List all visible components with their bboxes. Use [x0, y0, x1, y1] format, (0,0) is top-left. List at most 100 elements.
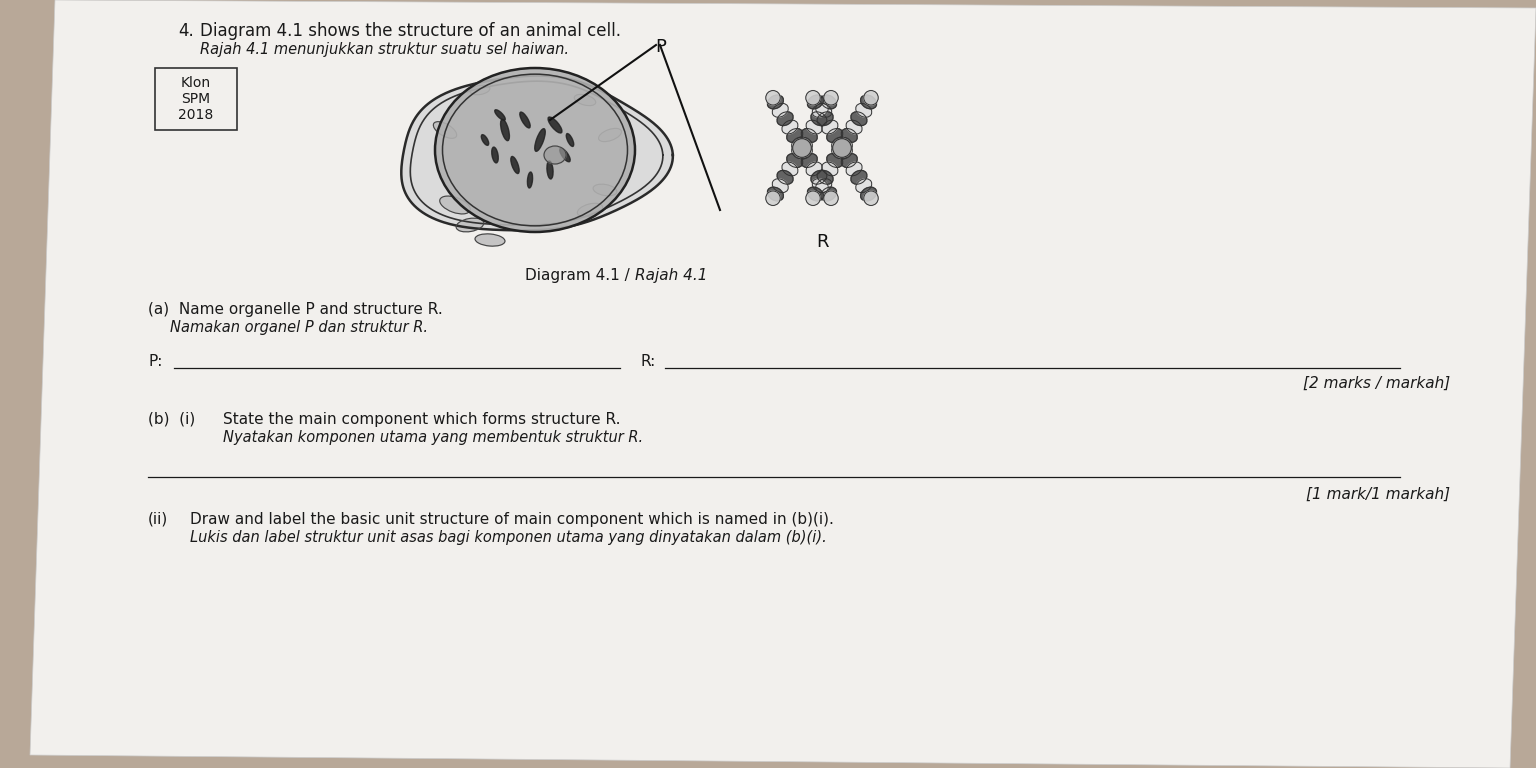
Ellipse shape: [802, 128, 817, 142]
Ellipse shape: [842, 128, 857, 142]
Bar: [155, 68, 237, 130]
Ellipse shape: [777, 170, 793, 184]
Ellipse shape: [791, 145, 808, 159]
Ellipse shape: [567, 134, 574, 147]
Text: [2 marks / markah]: [2 marks / markah]: [1303, 376, 1450, 391]
Ellipse shape: [766, 91, 780, 105]
Ellipse shape: [806, 162, 822, 176]
Text: Rajah 4.1: Rajah 4.1: [634, 268, 708, 283]
Ellipse shape: [796, 137, 813, 151]
Ellipse shape: [820, 95, 837, 109]
Text: Klon: Klon: [181, 76, 210, 90]
Ellipse shape: [811, 170, 826, 184]
Ellipse shape: [439, 196, 470, 214]
Ellipse shape: [846, 120, 862, 134]
Text: R: R: [816, 233, 828, 251]
Ellipse shape: [519, 112, 530, 128]
Text: State the main component which forms structure R.: State the main component which forms str…: [223, 412, 621, 427]
Ellipse shape: [773, 104, 788, 118]
Text: Lukis dan label struktur unit asas bagi komponen utama yang dinyatakan dalam (b): Lukis dan label struktur unit asas bagi …: [190, 530, 826, 545]
Text: P:: P:: [147, 354, 163, 369]
Ellipse shape: [856, 104, 872, 118]
Text: (b)  (i): (b) (i): [147, 412, 195, 427]
Ellipse shape: [511, 157, 519, 174]
Ellipse shape: [808, 95, 823, 109]
Text: Namakan organel P dan struktur R.: Namakan organel P dan struktur R.: [170, 320, 429, 335]
Ellipse shape: [822, 162, 839, 176]
Ellipse shape: [593, 184, 617, 196]
Ellipse shape: [578, 204, 602, 217]
Ellipse shape: [856, 179, 872, 193]
Ellipse shape: [470, 85, 490, 94]
Ellipse shape: [837, 137, 852, 151]
Ellipse shape: [833, 139, 851, 157]
Ellipse shape: [559, 148, 570, 162]
Ellipse shape: [831, 137, 848, 151]
Ellipse shape: [860, 187, 877, 201]
Ellipse shape: [433, 121, 456, 138]
Ellipse shape: [826, 154, 843, 167]
Ellipse shape: [806, 91, 820, 105]
Text: R:: R:: [641, 354, 656, 369]
Text: (ii): (ii): [147, 512, 169, 527]
Ellipse shape: [796, 145, 813, 159]
Text: P: P: [654, 38, 667, 56]
Ellipse shape: [544, 146, 565, 164]
Ellipse shape: [863, 191, 879, 206]
Text: 2018: 2018: [178, 108, 214, 122]
Ellipse shape: [831, 145, 848, 159]
Ellipse shape: [851, 112, 866, 126]
Ellipse shape: [793, 139, 811, 157]
Ellipse shape: [535, 129, 545, 151]
Ellipse shape: [475, 234, 505, 246]
Ellipse shape: [816, 179, 833, 193]
Ellipse shape: [817, 170, 833, 184]
Ellipse shape: [826, 128, 843, 142]
Ellipse shape: [823, 191, 839, 206]
Ellipse shape: [782, 120, 797, 134]
Ellipse shape: [492, 147, 498, 163]
Ellipse shape: [806, 191, 820, 206]
Text: (a)  Name organelle P and structure R.: (a) Name organelle P and structure R.: [147, 302, 442, 317]
Ellipse shape: [837, 145, 852, 159]
Ellipse shape: [822, 120, 839, 134]
Ellipse shape: [863, 91, 879, 105]
Ellipse shape: [768, 187, 783, 201]
Ellipse shape: [773, 179, 788, 193]
Text: 4.: 4.: [178, 22, 194, 40]
Ellipse shape: [547, 161, 553, 179]
Polygon shape: [401, 75, 673, 230]
Text: Rajah 4.1 menunjukkan struktur suatu sel haiwan.: Rajah 4.1 menunjukkan struktur suatu sel…: [200, 42, 568, 57]
Text: Diagram 4.1 /: Diagram 4.1 /: [525, 268, 634, 283]
Ellipse shape: [574, 94, 596, 106]
Ellipse shape: [548, 117, 562, 133]
Ellipse shape: [527, 172, 533, 188]
Text: [1 mark/1 markah]: [1 mark/1 markah]: [1306, 487, 1450, 502]
Ellipse shape: [846, 162, 862, 176]
Ellipse shape: [860, 95, 877, 109]
Ellipse shape: [786, 128, 803, 142]
Ellipse shape: [813, 179, 828, 193]
Ellipse shape: [842, 154, 857, 167]
Ellipse shape: [501, 119, 510, 141]
Ellipse shape: [813, 104, 828, 118]
Ellipse shape: [816, 104, 833, 118]
Ellipse shape: [802, 154, 817, 167]
Ellipse shape: [481, 134, 488, 145]
Ellipse shape: [777, 112, 793, 126]
Ellipse shape: [808, 187, 823, 201]
Ellipse shape: [782, 162, 797, 176]
Text: Nyatakan komponen utama yang membentuk struktur R.: Nyatakan komponen utama yang membentuk s…: [223, 430, 644, 445]
Ellipse shape: [811, 112, 826, 126]
Ellipse shape: [768, 95, 783, 109]
Polygon shape: [31, 0, 1536, 768]
Text: SPM: SPM: [181, 92, 210, 106]
Ellipse shape: [786, 154, 803, 167]
Text: Draw and label the basic unit structure of main component which is named in (b)(: Draw and label the basic unit structure …: [190, 512, 834, 527]
Ellipse shape: [806, 120, 822, 134]
Ellipse shape: [599, 128, 622, 141]
Ellipse shape: [817, 112, 833, 126]
Text: Diagram 4.1 shows the structure of an animal cell.: Diagram 4.1 shows the structure of an an…: [200, 22, 621, 40]
Ellipse shape: [791, 137, 808, 151]
Ellipse shape: [851, 170, 866, 184]
